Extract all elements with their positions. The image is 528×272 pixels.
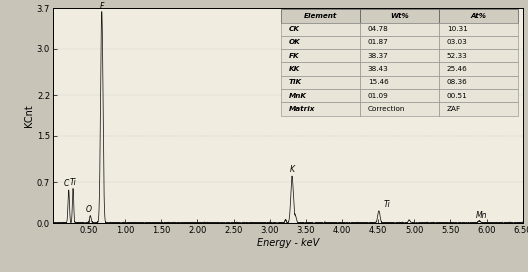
Text: Mn: Mn [476, 211, 487, 220]
Text: C: C [64, 179, 69, 188]
Text: Ti: Ti [383, 200, 390, 209]
Text: O: O [86, 205, 92, 214]
Text: K: K [289, 165, 295, 174]
X-axis label: Energy - keV: Energy - keV [257, 238, 319, 248]
Y-axis label: KCnt: KCnt [24, 104, 34, 127]
Text: Ti: Ti [70, 178, 77, 187]
Text: F: F [100, 2, 104, 11]
